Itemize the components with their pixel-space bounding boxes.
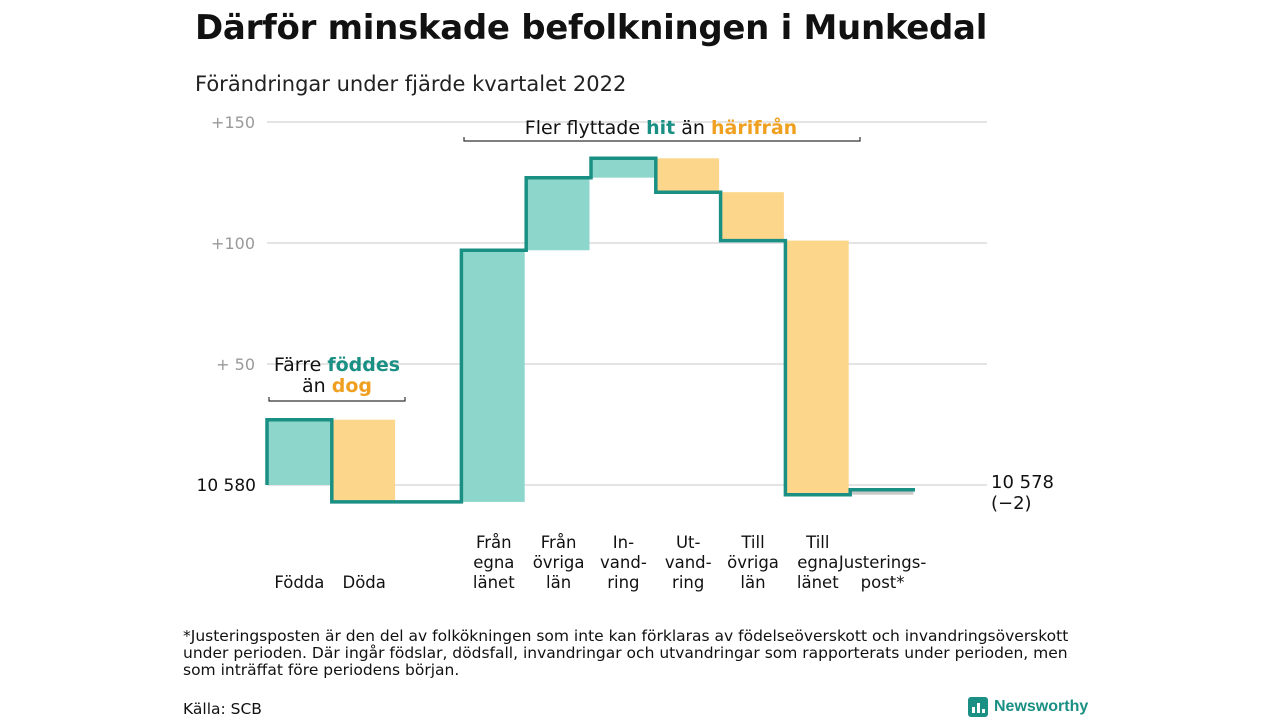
category-label: Justerings- bbox=[838, 553, 926, 572]
category-label: ring bbox=[672, 573, 704, 592]
migration-annotation-bracket bbox=[463, 137, 861, 142]
y-tick-label: +100 bbox=[211, 234, 255, 253]
end-change-label: (−2) bbox=[991, 493, 1032, 514]
waterfall-bar bbox=[462, 250, 525, 502]
chart-subtitle: Förändringar under fjärde kvartalet 2022 bbox=[195, 72, 627, 96]
chart-title: Därför minskade befolkningen i Munkedal bbox=[195, 8, 988, 48]
category-label: Från bbox=[476, 533, 512, 552]
annotation-part: än bbox=[675, 117, 711, 139]
annotation-part: föddes bbox=[327, 354, 400, 376]
annotation-part: än bbox=[302, 375, 332, 397]
category-label: In- bbox=[613, 533, 634, 552]
category-label: egna bbox=[797, 553, 838, 572]
annotation-part: Färre bbox=[274, 354, 327, 376]
category-label: övriga bbox=[533, 553, 585, 572]
waterfall-bar bbox=[592, 158, 655, 178]
annotation-part: Fler flyttade bbox=[525, 117, 646, 139]
annotation-part: dog bbox=[332, 375, 372, 397]
y-tick-label: +150 bbox=[211, 113, 255, 132]
waterfall-bar bbox=[786, 240, 849, 495]
waterfall-bar bbox=[657, 158, 720, 193]
births-annotation-line1: Färre föddes bbox=[274, 354, 400, 376]
migration-annotation: Fler flyttade hit än härifrån bbox=[525, 115, 797, 139]
category-label: Till bbox=[740, 533, 764, 552]
category-label: ring bbox=[607, 573, 639, 592]
category-label: vand- bbox=[665, 553, 712, 572]
waterfall-bar bbox=[333, 419, 396, 502]
category-label: Födda bbox=[274, 573, 324, 592]
category-label: egna bbox=[473, 553, 514, 572]
start-value-label: 10 580 bbox=[197, 476, 256, 496]
end-value-label: 10 578 bbox=[991, 472, 1054, 493]
category-label: Till bbox=[805, 533, 829, 552]
waterfall-bar bbox=[268, 419, 331, 485]
category-label: länet bbox=[797, 573, 839, 592]
annotation-part: härifrån bbox=[711, 115, 797, 139]
waterfall-chart: +150 +100 + 50 10 580 10 578(−2) Födda Döda Frå… bbox=[197, 113, 1054, 592]
category-label: vand- bbox=[600, 553, 647, 572]
category-label: övriga bbox=[727, 553, 779, 572]
category-label: Från bbox=[541, 533, 577, 552]
category-label: län bbox=[546, 573, 571, 592]
births-annotation-line2: än dog bbox=[302, 375, 372, 397]
category-label: Ut- bbox=[676, 533, 701, 552]
annotation-part: hit bbox=[646, 117, 675, 139]
bar-chart-icon bbox=[968, 697, 988, 717]
brand-name: Newsworthy bbox=[994, 698, 1089, 715]
category-label: länet bbox=[473, 573, 515, 592]
footnote: *Justeringsposten är den del av folkökni… bbox=[183, 627, 1069, 679]
births-annotation-bracket bbox=[268, 397, 406, 402]
waterfall-bar bbox=[722, 192, 784, 241]
y-tick-label: + 50 bbox=[216, 355, 255, 374]
category-label: post* bbox=[861, 573, 905, 592]
waterfall-bar bbox=[851, 489, 914, 495]
waterfall-bar bbox=[527, 177, 590, 251]
category-label: Döda bbox=[343, 573, 386, 592]
category-label: län bbox=[740, 573, 765, 592]
cumulative-step-line bbox=[265, 156, 915, 504]
source-note: Källa: SCB bbox=[183, 700, 262, 718]
brand-logo: Newsworthy bbox=[968, 697, 1088, 717]
